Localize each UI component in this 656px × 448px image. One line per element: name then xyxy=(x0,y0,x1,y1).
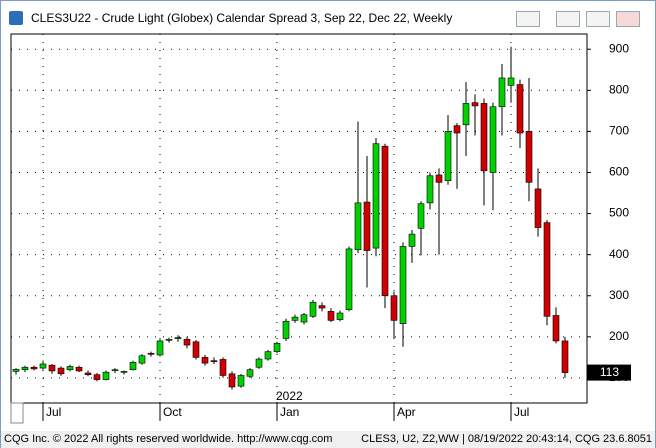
candle-body xyxy=(399,246,407,324)
candle-body xyxy=(471,102,479,107)
candle-body xyxy=(300,314,308,323)
candle-body xyxy=(417,203,425,229)
candle-body xyxy=(84,372,92,375)
candle-body xyxy=(75,366,83,372)
scroll-handle[interactable] xyxy=(10,402,24,424)
candle-body xyxy=(282,320,290,339)
candle-body xyxy=(246,369,254,377)
y-tick-label: 400 xyxy=(609,247,629,261)
x-tick-label: Jan xyxy=(280,405,299,419)
year-label: 2022 xyxy=(276,389,303,403)
y-tick-label: 800 xyxy=(609,82,629,96)
candle-body xyxy=(111,369,119,372)
candle-body xyxy=(210,360,218,362)
status-info: CLES3, U2, Z2,WW | 08/19/2022 20:43:14, … xyxy=(361,433,652,445)
candle-body xyxy=(138,355,146,364)
candle-body xyxy=(435,174,443,183)
candle-body xyxy=(201,357,209,364)
candle-body xyxy=(318,305,326,309)
link-button[interactable] xyxy=(516,11,540,27)
candle-body xyxy=(12,369,20,372)
maximize-button[interactable] xyxy=(586,11,610,27)
candle-body xyxy=(381,145,389,297)
candle-body xyxy=(264,351,272,360)
candle-body xyxy=(453,125,461,134)
candle-body xyxy=(120,371,128,373)
candle-body xyxy=(21,366,29,371)
app-icon xyxy=(9,11,23,25)
candle-body xyxy=(66,366,74,371)
y-tick-label: 700 xyxy=(609,124,629,138)
candle-body xyxy=(129,362,137,371)
candle-body xyxy=(345,248,353,311)
candle-body xyxy=(534,188,542,228)
candle-body xyxy=(561,340,569,373)
candle-body xyxy=(174,337,182,339)
candle-body xyxy=(363,201,371,251)
candle-body xyxy=(255,358,263,368)
candle-body xyxy=(228,373,236,388)
candle-body xyxy=(165,339,173,341)
x-tick-label: Jul xyxy=(514,405,529,419)
last-price-label: 113 xyxy=(600,365,619,379)
candle-body xyxy=(336,312,344,320)
candle-body xyxy=(219,359,227,376)
candle-body xyxy=(444,131,452,181)
last-price-marker xyxy=(587,364,631,381)
x-tick-label: Jul xyxy=(46,405,61,419)
close-button[interactable] xyxy=(616,11,640,27)
candle-body xyxy=(309,302,317,317)
candle-body xyxy=(273,343,281,352)
candle-body xyxy=(507,77,515,86)
candle-body xyxy=(291,316,299,321)
candle-body xyxy=(237,375,245,387)
candle-body xyxy=(480,103,488,172)
candle-body xyxy=(183,339,191,346)
candle-body xyxy=(147,352,155,355)
x-tick-label: Oct xyxy=(163,405,182,419)
y-tick-label: 600 xyxy=(609,165,629,179)
candle-body xyxy=(93,374,101,380)
candle-body xyxy=(156,340,164,356)
candle-body xyxy=(543,222,551,317)
x-tick-label: Apr xyxy=(397,405,416,419)
y-tick-label: 200 xyxy=(609,329,629,343)
chart: 100200300400500600700800900JulOctJanAprJ… xyxy=(10,33,631,424)
candle-body xyxy=(39,363,47,369)
candle-body xyxy=(408,233,416,247)
y-tick-label: 300 xyxy=(609,288,629,302)
candle-body xyxy=(192,341,200,358)
candle-body xyxy=(552,315,560,342)
candle-body xyxy=(390,295,398,321)
candle-body xyxy=(462,103,470,126)
candle-body xyxy=(354,202,362,251)
candle-body xyxy=(426,175,434,204)
candle-body xyxy=(30,366,38,370)
copyright: CQG Inc. © 2022 All rights reserved worl… xyxy=(4,433,333,445)
candle-body xyxy=(48,364,56,372)
window-title: CLES3U22 - Crude Light (Globex) Calendar… xyxy=(31,11,453,25)
candle-body xyxy=(327,311,335,321)
candle-body xyxy=(516,84,524,134)
y-tick-label: 500 xyxy=(609,206,629,220)
candle-body xyxy=(102,371,110,380)
candle-body xyxy=(489,106,497,173)
plot-area xyxy=(10,33,588,404)
y-tick-label: 900 xyxy=(609,41,629,55)
title-bar: CLES3U22 - Crude Light (Globex) Calendar… xyxy=(1,1,655,33)
candle-body xyxy=(57,367,65,375)
candle-body xyxy=(372,143,380,249)
candle-body xyxy=(498,77,506,108)
minimize-button[interactable] xyxy=(556,11,580,27)
status-bar: CQG Inc. © 2022 All rights reserved worl… xyxy=(1,431,655,448)
candle-body xyxy=(525,131,533,183)
